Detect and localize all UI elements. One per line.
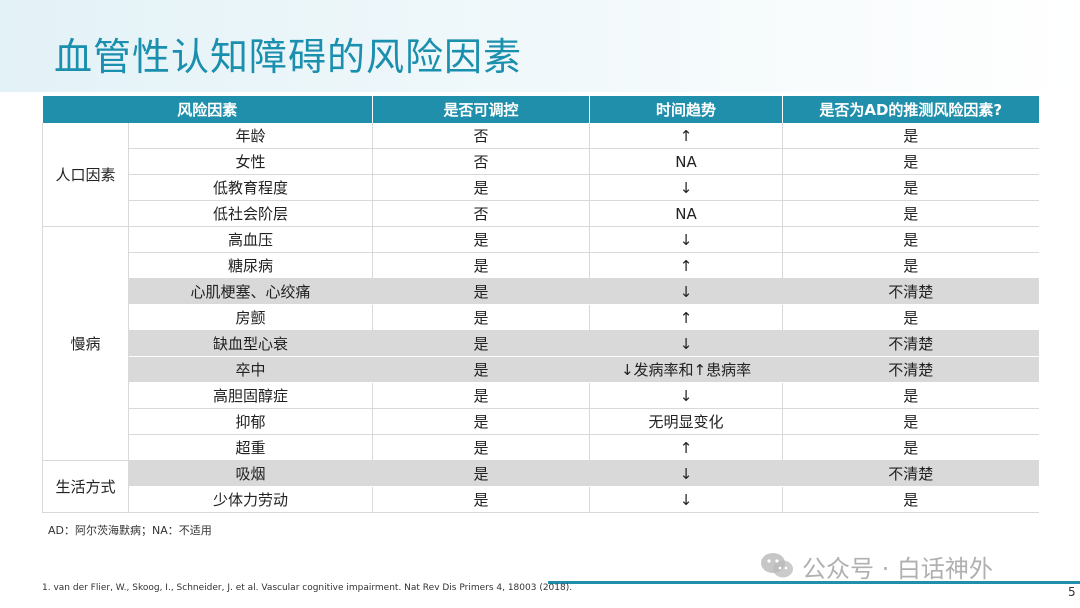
factor-cell: 女性	[128, 148, 374, 175]
factor-cell: 房颤	[128, 304, 374, 331]
factor-cell: 吸烟	[128, 460, 374, 487]
trend-cell: ↓	[589, 174, 784, 201]
page-number: 5	[1068, 585, 1076, 599]
group-label: 生活方式	[42, 460, 129, 513]
footer-divider	[548, 581, 1080, 584]
trend-cell: ↓	[589, 278, 784, 305]
wechat-icon	[761, 553, 793, 578]
modifiable-cell: 是	[372, 356, 591, 383]
ad-risk-cell: 不清楚	[782, 278, 1039, 305]
table-row: 高胆固醇症是 ↓ 是	[43, 382, 1039, 409]
group-label: 慢病	[42, 226, 129, 461]
table-row: 人口因素 年龄否 ↑ 是	[42, 123, 1039, 227]
ad-risk-cell: 不清楚	[782, 330, 1039, 357]
trend-cell: ↑	[589, 252, 784, 279]
modifiable-cell: 否	[372, 123, 591, 149]
modifiable-cell: 是	[372, 460, 591, 487]
trend-cell: ↓	[589, 382, 784, 409]
header-risk-factor: 风险因素	[42, 96, 374, 123]
header-ad-risk: 是否为AD的推测风险因素?	[782, 96, 1039, 123]
header-time-trend: 时间趋势	[589, 96, 784, 123]
modifiable-cell: 是	[372, 304, 591, 331]
table-row: 女性否 NA 是	[43, 148, 1039, 175]
factor-cell: 抑郁	[128, 408, 374, 435]
table-row: 超重是 ↑ 是	[43, 434, 1039, 461]
table-row: 心肌梗塞、心绞痛是 ↓ 不清楚	[43, 278, 1039, 305]
trend-cell: ↓	[589, 486, 784, 513]
modifiable-cell: 是	[372, 382, 591, 409]
table-row: 糖尿病是 ↑ 是	[43, 252, 1039, 279]
table-row: 慢病 高血压是 ↓ 是	[42, 226, 1039, 461]
modifiable-cell: 是	[372, 408, 591, 435]
ad-risk-cell: 是	[782, 434, 1039, 461]
factor-cell: 少体力劳动	[128, 486, 374, 513]
table-row: 低教育程度是 ↓ 是	[43, 174, 1039, 201]
factor-cell: 年龄	[128, 123, 374, 149]
modifiable-cell: 是	[372, 330, 591, 357]
trend-cell: ↑	[589, 434, 784, 461]
trend-cell: ↓发病率和↑患病率	[589, 356, 784, 383]
group-label: 人口因素	[42, 123, 129, 227]
modifiable-cell: 否	[372, 148, 591, 175]
reference-citation: 1. van der Flier, W., Skoog, I., Schneid…	[42, 583, 573, 593]
table-row: 生活方式 吸烟是 ↓ 不清楚	[42, 460, 1039, 513]
factor-cell: 心肌梗塞、心绞痛	[128, 278, 374, 305]
trend-cell: NA	[589, 148, 784, 175]
ad-risk-cell: 是	[782, 148, 1039, 175]
factor-cell: 低社会阶层	[128, 200, 374, 227]
trend-cell: ↑	[589, 123, 784, 149]
trend-cell: ↓	[589, 330, 784, 357]
factor-cell: 高血压	[128, 226, 374, 253]
table-row: 低社会阶层否 NA 是	[43, 200, 1039, 227]
factor-cell: 缺血型心衰	[128, 330, 374, 357]
factor-cell: 卒中	[128, 356, 374, 383]
trend-cell: ↑	[589, 304, 784, 331]
title-band	[0, 0, 1080, 92]
trend-cell: NA	[589, 200, 784, 227]
table-row: 抑郁是无明显变化是	[43, 408, 1039, 435]
modifiable-cell: 是	[372, 252, 591, 279]
modifiable-cell: 是	[372, 226, 591, 253]
ad-risk-cell: 不清楚	[782, 460, 1039, 487]
trend-cell: 无明显变化	[589, 408, 784, 435]
trend-cell: ↓	[589, 226, 784, 253]
modifiable-cell: 是	[372, 278, 591, 305]
modifiable-cell: 是	[372, 174, 591, 201]
ad-risk-cell: 是	[782, 486, 1039, 513]
trend-cell: ↓	[589, 460, 784, 487]
table-row: 少体力劳动是 ↓ 是	[43, 486, 1039, 513]
table-row: 房颤是 ↑ 是	[43, 304, 1039, 331]
header-modifiable: 是否可调控	[372, 96, 591, 123]
page-title: 血管性认知障碍的风险因素	[54, 35, 523, 79]
ad-risk-cell: 是	[782, 252, 1039, 279]
factor-cell: 高胆固醇症	[128, 382, 374, 409]
modifiable-cell: 否	[372, 200, 591, 227]
risk-factor-table: 风险因素 是否可调控 时间趋势 是否为AD的推测风险因素? 人口因素 年龄否 ↑ 是女…	[42, 96, 1039, 513]
watermark: 公众号 · 白话神外	[760, 550, 993, 583]
ad-risk-cell: 是	[782, 123, 1039, 149]
ad-risk-cell: 不清楚	[782, 356, 1039, 383]
modifiable-cell: 是	[372, 486, 591, 513]
ad-risk-cell: 是	[782, 200, 1039, 227]
factor-cell: 糖尿病	[128, 252, 374, 279]
factor-cell: 低教育程度	[128, 174, 374, 201]
watermark-text: 公众号 · 白话神外	[802, 554, 993, 583]
table-body: 人口因素 年龄否 ↑ 是女性否 NA 是低教育程度是 ↓ 是低社会阶层否 NA 是慢病 高血压是 ↓ 是…	[42, 123, 1039, 513]
factor-cell: 超重	[128, 434, 374, 461]
ad-risk-cell: 是	[782, 304, 1039, 331]
ad-risk-cell: 是	[782, 226, 1039, 253]
ad-risk-cell: 是	[782, 174, 1039, 201]
modifiable-cell: 是	[372, 434, 591, 461]
table-row: 缺血型心衰是 ↓ 不清楚	[43, 330, 1039, 357]
table-header-row: 风险因素 是否可调控 时间趋势 是否为AD的推测风险因素?	[42, 96, 1039, 123]
ad-risk-cell: 是	[782, 408, 1039, 435]
ad-risk-cell: 是	[782, 382, 1039, 409]
table-row: 卒中是 ↓发病率和↑患病率 不清楚	[43, 356, 1039, 383]
abbreviation-note: AD：阿尔茨海默病；NA：不适用	[48, 524, 212, 537]
